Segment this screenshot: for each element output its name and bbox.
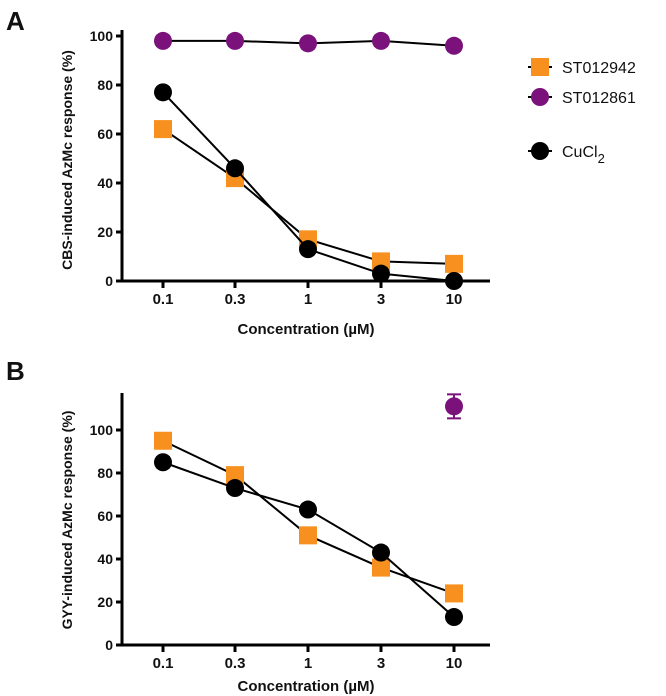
data-point-CuCl2 bbox=[226, 479, 244, 498]
legend-marker bbox=[531, 58, 549, 76]
legend: ST012942 ST012861 CuCl2 bbox=[528, 58, 636, 166]
data-point-ST012942 bbox=[226, 466, 244, 485]
y-tick-label: 100 bbox=[90, 28, 114, 44]
data-point-ST012861 bbox=[154, 31, 172, 50]
data-point-ST012942 bbox=[372, 558, 390, 577]
data-point-ST012861 bbox=[372, 31, 390, 50]
data-point-CuCl2 bbox=[372, 264, 390, 283]
x-tick-label: 1 bbox=[304, 655, 312, 672]
legend-marker bbox=[531, 142, 549, 160]
x-tick-label: 0.1 bbox=[153, 655, 174, 672]
x-axis-label: Concentration (µM) bbox=[238, 678, 375, 695]
y-tick-label: 20 bbox=[97, 594, 113, 610]
data-point-ST012942 bbox=[154, 431, 172, 450]
y-tick-label: 0 bbox=[105, 637, 113, 653]
data-point-ST012861 bbox=[445, 397, 463, 416]
legend-label: ST012861 bbox=[562, 90, 636, 107]
y-tick-label: 100 bbox=[90, 422, 114, 438]
data-point-CuCl2 bbox=[154, 453, 172, 472]
legend-marker bbox=[531, 88, 549, 106]
data-point-CuCl2 bbox=[299, 500, 317, 519]
panel-label-a: A bbox=[6, 6, 25, 36]
y-tick-label: 40 bbox=[97, 551, 113, 567]
data-point-CuCl2 bbox=[445, 608, 463, 627]
y-tick-label: 60 bbox=[97, 126, 113, 142]
panel-B: 0 20 40 60 80 100 0.1 0.3 1 3 10 Concentration (µM)… bbox=[59, 393, 490, 695]
y-tick-label: 80 bbox=[97, 77, 113, 93]
x-tick-label: 0.3 bbox=[225, 291, 246, 308]
data-point-ST012861 bbox=[226, 31, 244, 50]
data-point-ST012942 bbox=[154, 120, 172, 139]
data-point-CuCl2 bbox=[372, 543, 390, 562]
panel-label-b: B bbox=[6, 356, 25, 386]
data-point-ST012861 bbox=[299, 34, 317, 53]
y-tick-label: 40 bbox=[97, 175, 113, 191]
y-tick-label: 20 bbox=[97, 224, 113, 240]
data-point-ST012942 bbox=[445, 584, 463, 603]
x-tick-label: 0.1 bbox=[153, 291, 174, 308]
y-axis-label: GYY-induced AzMc response (%) bbox=[59, 411, 75, 630]
y-tick-label: 60 bbox=[97, 508, 113, 524]
y-tick-label: 0 bbox=[105, 273, 113, 289]
x-tick-label: 10 bbox=[446, 655, 463, 672]
data-point-ST012942 bbox=[445, 254, 463, 273]
data-point-ST012942 bbox=[299, 526, 317, 545]
data-point-CuCl2 bbox=[226, 159, 244, 178]
data-point-CuCl2 bbox=[299, 240, 317, 259]
x-tick-label: 10 bbox=[446, 291, 463, 308]
data-point-CuCl2 bbox=[445, 272, 463, 290]
x-axis-label: Concentration (µM) bbox=[238, 321, 375, 338]
data-point-CuCl2 bbox=[154, 83, 172, 102]
legend-label: CuCl2 bbox=[562, 144, 605, 166]
x-tick-label: 3 bbox=[377, 291, 385, 308]
x-tick-label: 3 bbox=[377, 655, 385, 672]
y-tick-label: 80 bbox=[97, 465, 113, 481]
panel-A: 0 20 40 60 80 100 0.1 0.3 1 3 10 Concentration (µM)… bbox=[59, 28, 490, 338]
x-tick-label: 0.3 bbox=[225, 655, 246, 672]
x-tick-label: 1 bbox=[304, 291, 312, 308]
data-point-ST012861 bbox=[445, 36, 463, 55]
y-axis-label: CBS-induced AzMc response (%) bbox=[59, 50, 75, 270]
legend-label: ST012942 bbox=[562, 60, 636, 77]
